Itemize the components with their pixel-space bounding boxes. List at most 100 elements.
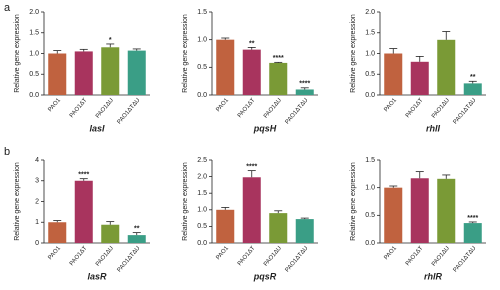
- bar: [269, 213, 288, 243]
- bar: [437, 39, 456, 95]
- y-tick-label: 1.0: [197, 37, 207, 44]
- y-tick-label: 2: [35, 198, 39, 205]
- bar: [410, 61, 429, 95]
- x-tick-label: PAO1ΔTΔU: [453, 97, 478, 125]
- x-tick-label: PAO1ΔT: [237, 245, 257, 267]
- bar: [74, 180, 93, 243]
- x-tick-label: PAO1: [47, 97, 62, 113]
- significance-label: ****: [299, 81, 310, 88]
- bar: [216, 209, 235, 243]
- x-tick-label: PAO1ΔU: [263, 245, 283, 267]
- x-axis-label: lasR: [87, 271, 107, 281]
- y-axis-label: Relative gene expression: [350, 162, 357, 241]
- significance-label: ****: [246, 163, 257, 170]
- y-axis-label: Relative gene expression: [182, 14, 189, 93]
- significance-label: ****: [78, 172, 89, 179]
- x-tick-label: PAO1ΔU: [431, 97, 451, 119]
- significance-label: **: [470, 74, 476, 81]
- bar: [48, 222, 67, 243]
- x-tick-label: PAO1: [215, 245, 230, 261]
- bar: [295, 89, 314, 95]
- significance-label: **: [134, 225, 140, 232]
- y-axis-label: Relative gene expression: [14, 14, 21, 93]
- bar: [48, 53, 67, 95]
- y-tick-label: 1.5: [365, 30, 375, 37]
- x-tick-label: PAO1ΔTΔU: [117, 97, 142, 125]
- x-tick-label: PAO1ΔTΔU: [117, 245, 142, 273]
- x-tick-label: PAO1: [215, 97, 230, 113]
- y-tick-label: 1.0: [365, 50, 375, 57]
- bar: [410, 178, 429, 243]
- y-tick-label: 1.5: [29, 30, 39, 37]
- y-tick-label: 4: [35, 157, 39, 164]
- bar: [101, 224, 120, 243]
- y-tick-label: 1.5: [365, 157, 375, 164]
- x-tick-label: PAO1ΔTΔU: [285, 245, 310, 273]
- y-tick-label: 0.5: [365, 212, 375, 219]
- y-tick-label: 3: [35, 178, 39, 185]
- bar: [384, 187, 403, 243]
- x-tick-label: PAO1ΔU: [263, 97, 283, 119]
- y-tick-label: 1.5: [197, 190, 207, 197]
- bar: [216, 39, 235, 95]
- bar: [242, 177, 261, 243]
- x-tick-label: PAO1ΔT: [405, 245, 425, 267]
- y-tick-label: 1: [35, 219, 39, 226]
- y-tick-label: 1.0: [365, 185, 375, 192]
- y-tick-label: 0.0: [365, 92, 375, 99]
- x-tick-label: PAO1ΔTΔU: [453, 245, 478, 273]
- bar: [295, 219, 314, 243]
- x-axis-label: lasI: [89, 123, 105, 133]
- y-tick-label: 0.0: [29, 92, 39, 99]
- significance-label: ****: [273, 55, 284, 62]
- x-tick-label: PAO1: [383, 245, 398, 261]
- bar: [127, 50, 146, 95]
- panel-label: b: [4, 146, 10, 158]
- bar: [242, 49, 261, 95]
- x-axis-label: rhlR: [424, 271, 443, 281]
- x-tick-label: PAO1ΔT: [69, 97, 89, 119]
- bar: [101, 47, 120, 95]
- x-tick-label: PAO1: [383, 97, 398, 113]
- x-tick-label: PAO1ΔT: [405, 97, 425, 119]
- y-axis-label: Relative gene expression: [14, 162, 21, 241]
- bar: [269, 62, 288, 95]
- y-axis-label: Relative gene expression: [182, 162, 189, 241]
- y-tick-label: 0.0: [197, 240, 207, 247]
- y-tick-label: 2.0: [365, 9, 375, 16]
- bar: [127, 235, 146, 243]
- significance-label: *: [109, 37, 112, 44]
- y-tick-label: 2.5: [197, 157, 207, 164]
- y-axis-label: Relative gene expression: [350, 14, 357, 93]
- bar: [437, 178, 456, 243]
- y-tick-label: 2.0: [29, 9, 39, 16]
- x-tick-label: PAO1ΔT: [237, 97, 257, 119]
- y-tick-label: 0.5: [197, 64, 207, 71]
- y-tick-label: 0: [35, 240, 39, 247]
- x-axis-label: rhlI: [426, 123, 441, 133]
- x-axis-label: pqsH: [253, 123, 277, 133]
- x-tick-label: PAO1ΔT: [69, 245, 89, 267]
- y-tick-label: 0.5: [365, 71, 375, 78]
- y-tick-label: 0.0: [197, 92, 207, 99]
- bar: [74, 51, 93, 95]
- significance-label: **: [249, 40, 255, 47]
- significance-label: ****: [467, 215, 478, 222]
- y-tick-label: 1.5: [197, 9, 207, 16]
- y-tick-label: 0.5: [197, 223, 207, 230]
- y-tick-label: 1.0: [197, 207, 207, 214]
- x-tick-label: PAO1: [47, 245, 62, 261]
- y-tick-label: 0.0: [365, 240, 375, 247]
- x-tick-label: PAO1ΔU: [95, 245, 115, 267]
- panel-label: a: [4, 2, 11, 14]
- y-tick-label: 0.5: [29, 71, 39, 78]
- x-axis-label: pqsR: [253, 271, 277, 281]
- bar: [463, 223, 482, 243]
- y-tick-label: 1.0: [29, 50, 39, 57]
- bar: [384, 53, 403, 95]
- y-tick-label: 2.0: [197, 173, 207, 180]
- x-tick-label: PAO1ΔU: [431, 245, 451, 267]
- bar: [463, 83, 482, 95]
- x-tick-label: PAO1ΔTΔU: [285, 97, 310, 125]
